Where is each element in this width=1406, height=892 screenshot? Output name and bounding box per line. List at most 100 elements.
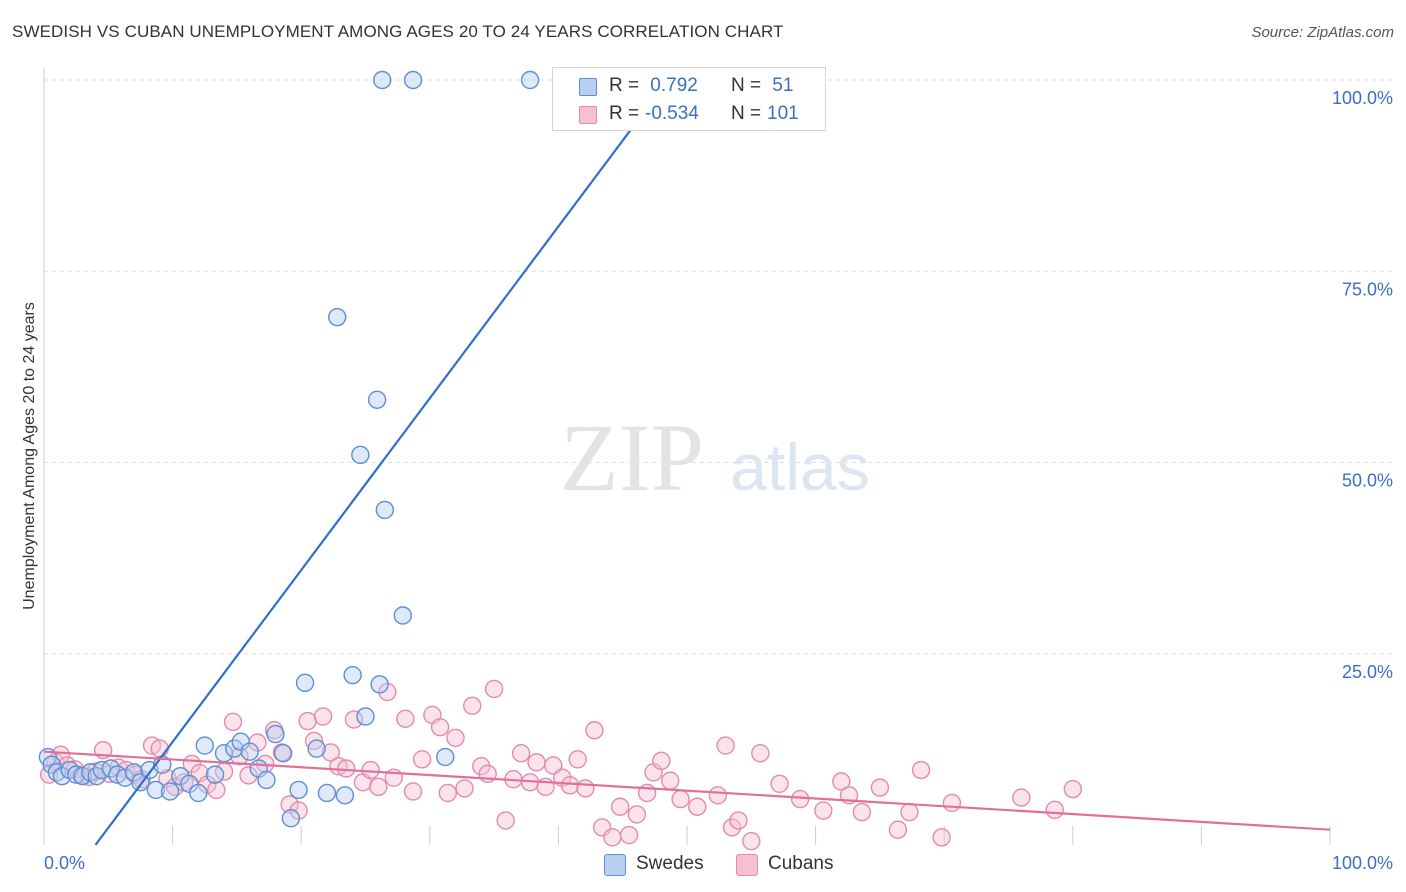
cubans-point xyxy=(603,828,622,847)
cubans-point xyxy=(1045,800,1064,820)
cubans-point xyxy=(870,778,890,797)
cubans-point xyxy=(344,710,364,729)
swedes-point xyxy=(367,390,387,409)
y-tick-label: 25.0% xyxy=(1342,662,1393,682)
swedes-point xyxy=(146,780,166,800)
cubans-point xyxy=(396,709,415,728)
cubans-point xyxy=(223,712,243,732)
cubans-point xyxy=(313,707,333,726)
cubans-point xyxy=(378,682,397,702)
swedes-label: Swedes xyxy=(636,853,704,874)
swedes-point xyxy=(343,665,362,685)
cubans-point xyxy=(708,786,728,805)
cubans-point xyxy=(511,744,531,763)
swedes-point xyxy=(328,307,347,327)
cubans-point xyxy=(722,818,742,837)
cubans-point xyxy=(1063,779,1083,799)
swedes-point xyxy=(189,783,208,803)
cubans-point xyxy=(729,811,748,830)
swedes-point xyxy=(266,724,285,744)
cubans-point xyxy=(560,776,580,795)
cubans-point xyxy=(527,753,546,772)
swedes-point xyxy=(356,707,375,726)
watermark: ZIP atlas xyxy=(560,404,870,511)
y-tick-label: 50.0% xyxy=(1342,471,1393,491)
cubans-point xyxy=(652,751,671,771)
watermark-zip: ZIP xyxy=(560,404,704,511)
cubans-point xyxy=(463,696,482,715)
cubans-point xyxy=(544,756,563,775)
cubans-point xyxy=(239,766,258,785)
swedes-point xyxy=(307,739,326,758)
cubans-point xyxy=(852,802,872,822)
cubans-point xyxy=(688,797,707,816)
gridlines xyxy=(44,79,1395,655)
swedes-point xyxy=(295,673,315,693)
legend-swatch-swedes xyxy=(579,78,597,96)
cubans-point xyxy=(576,779,595,798)
cubans-point xyxy=(751,744,770,763)
swedes-trend-line xyxy=(94,96,656,846)
correlation-legend: R = 0.792 N = 51 R = -0.534 N = 101 xyxy=(552,67,826,131)
legend-r-value: -0.534 xyxy=(645,103,699,124)
cubans-point xyxy=(484,679,504,699)
swedes-point xyxy=(257,770,276,790)
cubans-point xyxy=(585,721,604,740)
cubans-point xyxy=(403,782,423,801)
swedes-point xyxy=(66,765,86,784)
swedes-point xyxy=(370,675,389,694)
cubans-point xyxy=(671,789,690,809)
series-legend: Swedes Cubans xyxy=(0,852,1406,878)
swedes-point xyxy=(393,606,412,625)
x-tick-label: 0.0% xyxy=(44,853,85,873)
cubans-point xyxy=(337,759,356,778)
cubans-point xyxy=(207,780,226,800)
cubans-point xyxy=(150,739,169,758)
cubans-point xyxy=(932,828,951,847)
cubans-point xyxy=(942,793,962,813)
cubans-point xyxy=(369,777,388,797)
cubans-point xyxy=(280,795,299,814)
y-axis-label: Unemployment Among Ages 20 to 24 years xyxy=(21,302,38,610)
cubans-point xyxy=(770,774,789,793)
legend-n-label: N = xyxy=(731,75,762,96)
swedes-point xyxy=(195,736,214,755)
swedes-point xyxy=(317,783,337,803)
swedes-point xyxy=(273,744,293,763)
cubans-point xyxy=(911,760,931,780)
cubans-point xyxy=(438,783,458,803)
cubans-point xyxy=(742,831,761,851)
swedes-point xyxy=(335,786,355,805)
cubans-point xyxy=(832,772,851,791)
swedes-point xyxy=(225,739,244,758)
axes xyxy=(43,68,1331,845)
swedes-point xyxy=(373,70,392,90)
y-tick-label: 100.0% xyxy=(1332,88,1393,108)
cubans-point xyxy=(568,750,587,769)
cubans-points xyxy=(39,679,1083,851)
legend-n-value: 51 xyxy=(767,75,794,96)
cubans-point xyxy=(289,801,308,820)
legend-row-swedes: R = 0.792 N = 51 xyxy=(553,72,825,100)
trend-lines xyxy=(43,96,1331,846)
source-label: Source: ZipAtlas.com xyxy=(1251,24,1394,41)
cubans-point xyxy=(1012,788,1031,807)
swedes-point xyxy=(436,747,455,767)
legend-n-label: N = xyxy=(731,103,762,124)
cubans-point xyxy=(321,743,340,762)
swedes-point xyxy=(351,445,370,465)
cubans-point xyxy=(661,771,680,790)
cubans-point xyxy=(814,801,833,820)
cubans-label: Cubans xyxy=(768,853,834,874)
legend-n-value: 101 xyxy=(767,103,799,124)
swedes-point xyxy=(205,765,225,784)
chart-title: SWEDISH VS CUBAN UNEMPLOYMENT AMONG AGES… xyxy=(12,22,784,41)
swedes-point xyxy=(240,742,259,761)
swedes-point xyxy=(520,70,540,90)
cubans-swatch xyxy=(736,854,758,876)
cubans-point xyxy=(412,750,432,769)
x-tick-label: 100.0% xyxy=(1332,853,1393,873)
legend-row-cubans: R = -0.534 N = 101 xyxy=(553,100,825,128)
cubans-point xyxy=(619,825,639,845)
